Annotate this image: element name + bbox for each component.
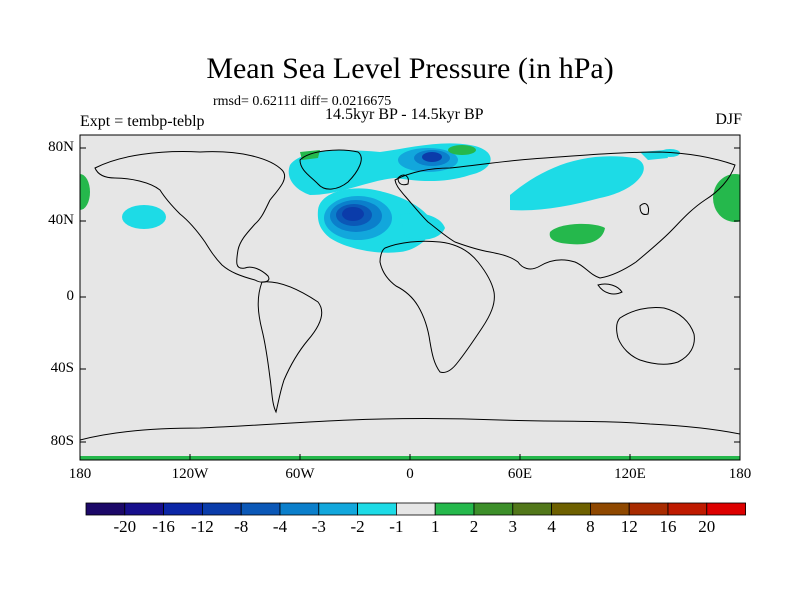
colorbar-label: -16 <box>152 517 175 536</box>
colorbar-swatch <box>318 502 358 516</box>
experiment-label: Expt = tembp-teblp <box>80 113 205 130</box>
y-tick-label: 80N <box>48 139 74 155</box>
colorbar-swatch <box>628 502 669 516</box>
colorbar-swatch <box>201 502 242 516</box>
colorbar-swatch <box>667 502 708 516</box>
colorbar-swatch <box>706 502 746 516</box>
colorbar-swatch <box>124 502 165 516</box>
y-tick-label: 80S <box>50 433 74 449</box>
colorbar-label: -8 <box>234 517 249 536</box>
colorbar-label: -1 <box>389 517 404 536</box>
colorbar-label: 16 <box>659 517 677 536</box>
coastlines <box>80 149 740 441</box>
colorbar-swatch <box>357 502 397 516</box>
x-tick-label: 60E <box>507 466 533 482</box>
y-tick-label: 0 <box>66 288 75 304</box>
colorbar-swatch <box>395 502 436 516</box>
colorbar-label: 2 <box>469 517 479 536</box>
colorbar-swatch <box>240 502 281 516</box>
map-background <box>80 135 740 460</box>
anomaly-north-pacific <box>122 205 166 229</box>
colorbar-swatch <box>279 502 320 516</box>
anomaly-scandinavia-core <box>422 152 442 162</box>
x-tick-label: 0 <box>406 466 414 482</box>
colorbar-label: 1 <box>430 517 440 536</box>
colorbar-label: -12 <box>191 517 214 536</box>
anomaly-atlantic-core <box>342 207 364 221</box>
colorbar-label: -2 <box>350 517 365 536</box>
y-tick-label: 40S <box>50 360 74 376</box>
tick-marks <box>80 147 740 460</box>
anomaly-east-siberia <box>660 149 680 157</box>
colorbar-swatch <box>551 502 591 516</box>
y-tick-label: 40N <box>48 212 74 228</box>
x-tick-label: 120W <box>171 466 209 482</box>
x-tick-label: 180 <box>68 466 92 482</box>
colorbar-swatch <box>85 502 126 516</box>
colorbar-label: 3 <box>508 517 518 536</box>
colorbar-swatch <box>434 502 475 516</box>
colorbar-label: 4 <box>547 517 556 536</box>
x-tick-label: 180 <box>728 466 752 482</box>
anomaly-mediterranean <box>400 212 445 240</box>
x-tick-label: 120E <box>614 466 646 482</box>
x-tick-label: 60W <box>285 466 315 482</box>
colorbar-label: 12 <box>620 517 638 536</box>
colorbar-label: -4 <box>272 517 288 536</box>
season-label: DJF <box>715 111 742 128</box>
colorbar-swatch <box>473 502 514 516</box>
chart-title: Mean Sea Level Pressure (in hPa) <box>206 52 614 85</box>
anomaly-bering-high-west <box>80 174 90 210</box>
colorbar-label: 8 <box>586 517 595 536</box>
colorbar-label: -20 <box>113 517 137 536</box>
colorbar-label: -3 <box>311 517 326 536</box>
colorbar-swatch <box>590 502 630 516</box>
colorbar-label: 20 <box>698 517 716 536</box>
colorbar <box>85 502 746 516</box>
colorbar-swatch <box>163 502 203 516</box>
anomaly-eurasia-band <box>510 156 644 211</box>
stats-text: rmsd= 0.62111 diff= 0.0216675 <box>213 94 392 109</box>
subtitle: 14.5kyr BP - 14.5kyr BP <box>325 106 484 123</box>
anomaly-bering-high-east <box>713 174 740 222</box>
colorbar-swatch <box>512 502 552 516</box>
anomaly-arctic-high <box>448 145 476 155</box>
anomaly-tibet-high <box>549 223 605 245</box>
anomaly-layer <box>80 143 740 460</box>
